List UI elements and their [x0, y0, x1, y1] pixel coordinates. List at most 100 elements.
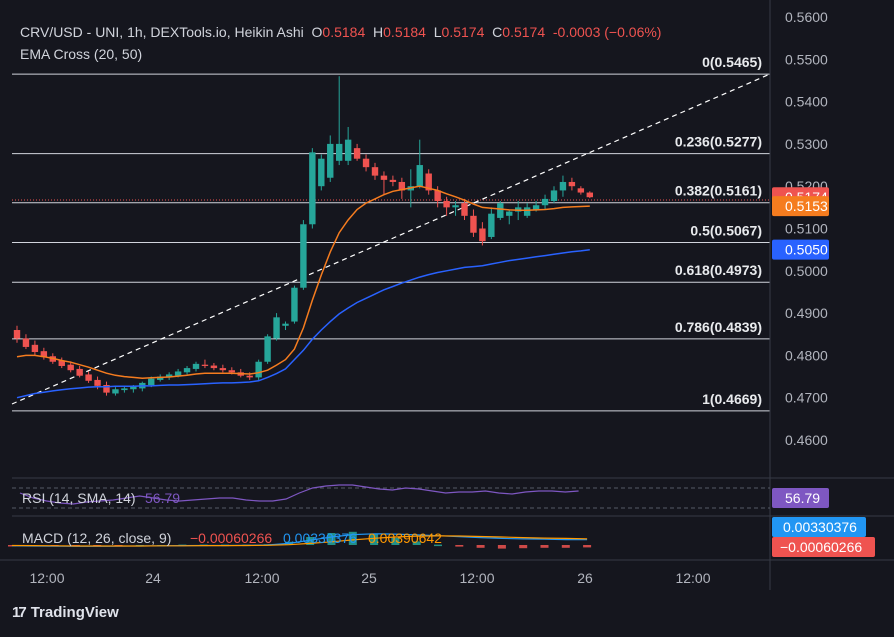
candle-body	[353, 148, 361, 159]
macd-hist-bar	[519, 545, 528, 549]
price-axis-label: 0.4800	[785, 347, 828, 363]
price-axis[interactable]: 0.56000.55000.54000.53000.52000.51000.50…	[772, 9, 829, 448]
fib-retracement: 0(0.5465) 0.236(0.5277) 0.382(0.5161) 0.5(0…	[12, 54, 770, 412]
ema20-badge-bg	[772, 196, 829, 217]
macd-signal-value: 0.00390642	[368, 530, 442, 546]
candle-body	[246, 375, 253, 378]
candle-body	[344, 139, 352, 161]
price-axis-label: 0.5600	[785, 9, 828, 25]
macd-label[interactable]: MACD (12, 26, close, 9)	[22, 530, 171, 546]
macd-hist-bar	[583, 545, 592, 548]
ema50-badge-bg	[772, 239, 829, 260]
candle-body	[443, 201, 450, 208]
rsi-badge-text: 56.79	[785, 490, 820, 506]
macd-hist-bar	[561, 545, 570, 548]
signal-line	[11, 535, 588, 547]
macd-hist-bar	[412, 541, 421, 545]
candle-body	[192, 363, 200, 369]
candle-body	[425, 173, 432, 191]
macd-badge-text: 0.00330376	[783, 519, 857, 535]
price-axis-label: 0.4700	[785, 390, 828, 406]
candle-body	[515, 207, 522, 212]
candle-body	[523, 207, 531, 216]
ema20-badge: 0.5153	[772, 196, 829, 217]
ema50-badge: 0.5050	[772, 239, 829, 260]
candles	[13, 76, 593, 396]
macd-hist-badge	[772, 537, 875, 557]
candle-body	[586, 192, 593, 198]
candle-body	[228, 370, 235, 373]
time-axis[interactable]: 12:00 24 12:00 25 12:00 26 12:00	[29, 570, 710, 586]
price-axis-label: 0.5400	[785, 94, 828, 110]
price-axis-label: 0.5100	[785, 221, 828, 237]
candle-body	[362, 158, 370, 168]
ema20-badge-text: 0.5153	[785, 198, 828, 214]
candle-body	[532, 205, 540, 210]
candle-body	[568, 181, 576, 187]
trendline[interactable]	[11, 73, 771, 405]
indicator-legend[interactable]: EMA Cross (20, 50)	[20, 46, 143, 62]
time-axis-label: 24	[145, 570, 161, 586]
candle-body	[461, 203, 468, 216]
ema50-line	[16, 248, 590, 399]
tradingview-logo[interactable]: 17 TradingView	[12, 604, 119, 621]
candle-body	[201, 364, 209, 366]
macd-hist-bar	[306, 537, 315, 545]
candle-body	[550, 190, 558, 202]
candle-body	[371, 167, 379, 176]
ema20-line	[16, 185, 590, 379]
candle-body	[291, 287, 298, 322]
fib-level-label: 0.382(0.5161)	[675, 183, 762, 199]
candle-body	[389, 179, 397, 182]
low-value: 0.5174	[441, 24, 485, 40]
candle-body	[112, 389, 119, 394]
macd-hist-bar	[348, 531, 357, 545]
candle-body	[380, 175, 388, 180]
candle-body	[273, 317, 280, 339]
candle-body	[470, 215, 477, 233]
candle-body	[309, 152, 316, 225]
candle-body	[398, 181, 406, 191]
time-axis-label: 25	[361, 570, 377, 586]
candle-body	[282, 323, 289, 326]
candle-body	[541, 198, 549, 206]
macd-hist-bar	[370, 533, 379, 545]
candle-body	[40, 351, 48, 358]
rsi-line	[19, 484, 579, 505]
candle-body	[130, 385, 137, 390]
macd-value: 0.00330376	[283, 530, 357, 546]
candle-body	[121, 388, 128, 391]
fib-level-label: 1(0.4669)	[702, 391, 762, 407]
candle-body	[255, 361, 262, 378]
change-value: -0.0003 (−0.06%)	[552, 24, 662, 40]
candle-body	[31, 344, 39, 353]
price-axis-label: 0.5500	[785, 51, 828, 67]
candle-body	[559, 181, 567, 191]
candle-body	[76, 368, 83, 376]
time-axis-label: 12:00	[675, 570, 710, 586]
candle-body	[318, 158, 325, 187]
macd-badge	[772, 517, 866, 537]
candle-body	[22, 338, 30, 347]
macd-hist-badge-text: −0.00060266	[780, 539, 862, 555]
fib-level-label: 0.236(0.5277)	[675, 134, 762, 150]
rsi-label[interactable]: RSI (14, SMA, 14)	[22, 490, 136, 506]
candle-body	[165, 374, 173, 378]
candle-body	[219, 368, 227, 371]
candle-body	[67, 364, 74, 371]
candle-body	[183, 368, 191, 373]
fib-level-label: 0(0.5465)	[702, 54, 762, 70]
price-axis-label: 0.4900	[785, 305, 828, 321]
macd-hist-bar	[455, 545, 464, 547]
high-value: 0.5184	[383, 24, 426, 40]
time-axis-label: 12:00	[459, 570, 494, 586]
candle-body	[13, 330, 21, 339]
macd-hist-bar	[497, 545, 506, 549]
macd-hist-bar	[540, 545, 549, 548]
open-label: O	[311, 24, 323, 40]
candle-body	[577, 188, 585, 193]
candle-body	[174, 371, 182, 376]
macd-hist-bar	[391, 537, 400, 545]
macd-hist-bar	[434, 544, 442, 547]
